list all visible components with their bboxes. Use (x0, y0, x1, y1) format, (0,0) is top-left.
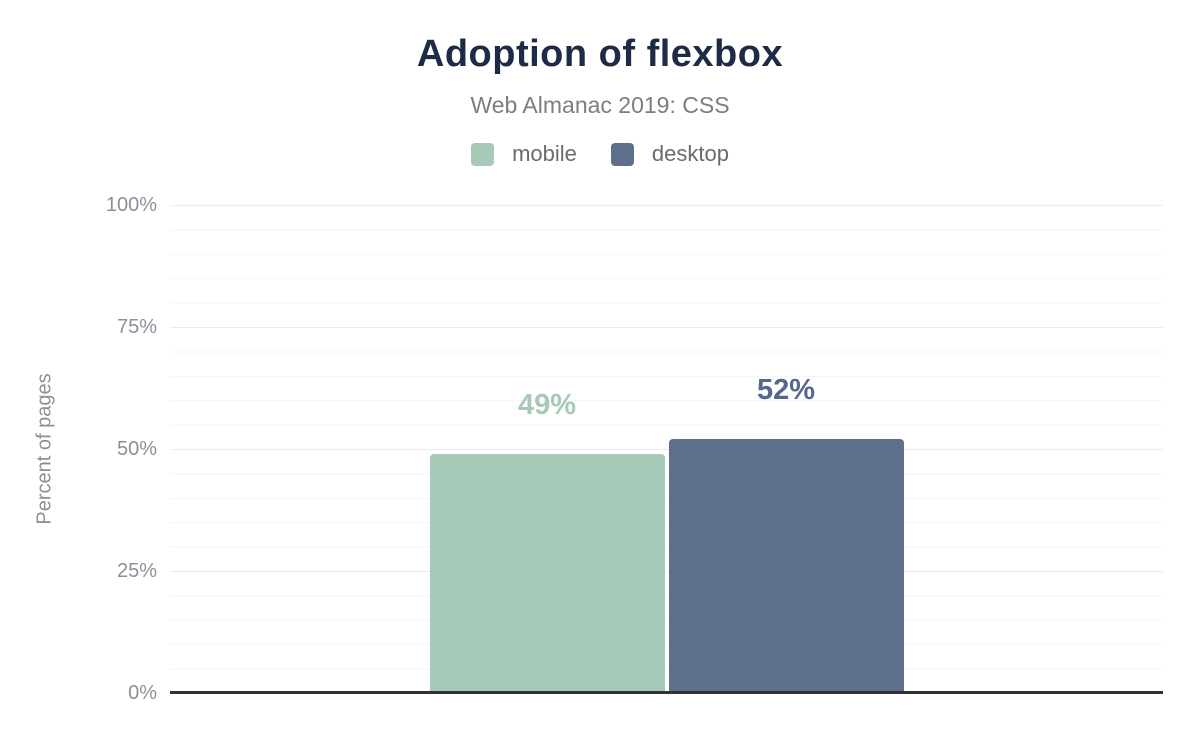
legend-swatch-desktop (610, 142, 634, 166)
y-tick-100: 100% (105, 194, 157, 216)
y-tick-50: 50% (116, 438, 157, 460)
bar-value-label-mobile: 49% (517, 388, 577, 421)
bar-desktop: 52% (668, 374, 904, 693)
bar-value-label-desktop: 52% (756, 374, 816, 407)
chart-subtitle: Web Almanac 2019: CSS (470, 92, 730, 118)
legend-label-desktop: desktop (651, 141, 729, 166)
legend-item-mobile: mobile (471, 141, 577, 167)
legend: mobile desktop (0, 141, 1200, 167)
y-tick-75: 75% (116, 316, 157, 338)
gridline-100 (170, 205, 1163, 206)
y-tick-25: 25% (116, 560, 157, 582)
gridline-75 (170, 327, 1163, 328)
gridline-25 (170, 571, 1163, 572)
legend-label-mobile: mobile (512, 141, 577, 166)
legend-item-desktop: desktop (610, 141, 729, 167)
y-tick-0: 0% (128, 682, 157, 704)
bar-mobile: 49% (429, 389, 665, 693)
chart-title: Adoption of flexbox (416, 33, 784, 75)
plot-area: 49% 52% (170, 205, 1163, 694)
x-axis-line (170, 691, 1163, 694)
gridline-50 (170, 449, 1163, 450)
legend-swatch-mobile (471, 142, 495, 166)
bar-group: 49% 52% (170, 205, 1163, 693)
